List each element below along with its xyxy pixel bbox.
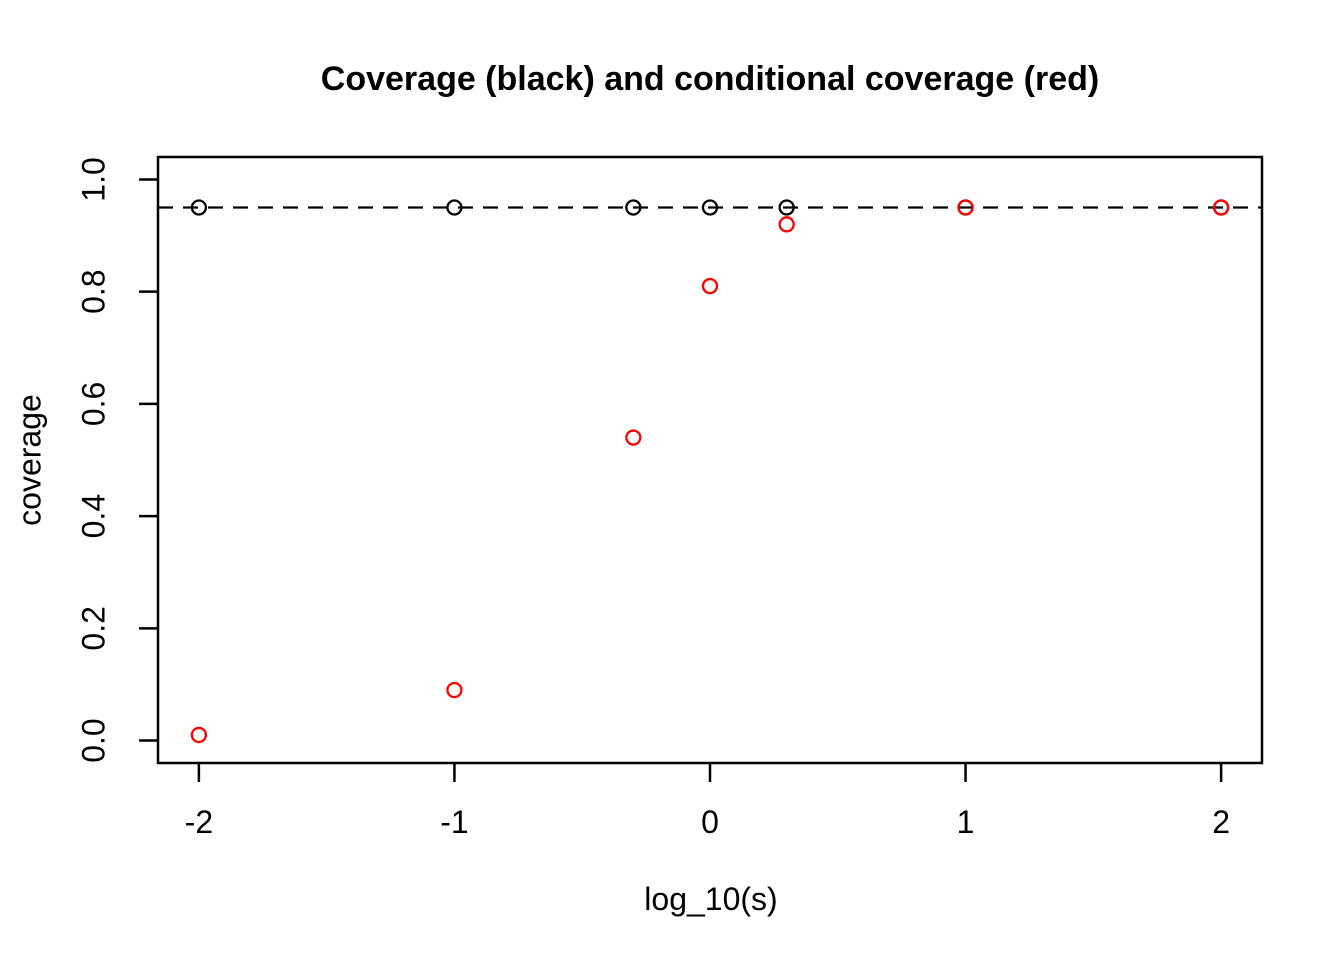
y-tick-label: 0.4 — [76, 494, 112, 538]
data-point-conditional-coverage — [190, 726, 208, 744]
x-tick-label: 1 — [957, 804, 975, 840]
data-point-coverage — [190, 199, 208, 216]
plot-box — [156, 155, 1264, 765]
y-tick-label: 0.0 — [76, 718, 112, 762]
data-point-coverage — [625, 199, 642, 216]
data-point-conditional-coverage — [778, 216, 795, 233]
data-point-conditional-coverage — [701, 277, 719, 295]
data-point-coverage — [701, 199, 719, 216]
x-tick-label: 0 — [701, 804, 719, 840]
data-point-conditional-coverage — [1212, 199, 1230, 216]
data-point-coverage — [446, 199, 463, 216]
data-point-coverage — [778, 199, 795, 216]
x-axis-label: log_10(s) — [644, 881, 777, 917]
y-tick-label: 0.2 — [76, 606, 112, 650]
y-tick-label: 1.0 — [76, 157, 112, 201]
x-tick-label: -2 — [185, 804, 213, 840]
data-point-conditional-coverage — [957, 199, 974, 216]
x-tick-label: 2 — [1212, 804, 1230, 840]
y-tick-label: 0.8 — [76, 269, 112, 313]
data-point-conditional-coverage — [625, 429, 642, 446]
chart-title: Coverage (black) and conditional coverag… — [321, 60, 1099, 98]
plot-area: -2 -1 0 1 2 0.0 0.2 0.4 0.6 0.8 1.0 — [76, 155, 1264, 840]
data-point-conditional-coverage — [446, 681, 463, 699]
y-axis-label: coverage — [12, 394, 48, 526]
x-tick-label: -1 — [440, 804, 468, 840]
y-tick-label: 0.6 — [76, 382, 112, 426]
